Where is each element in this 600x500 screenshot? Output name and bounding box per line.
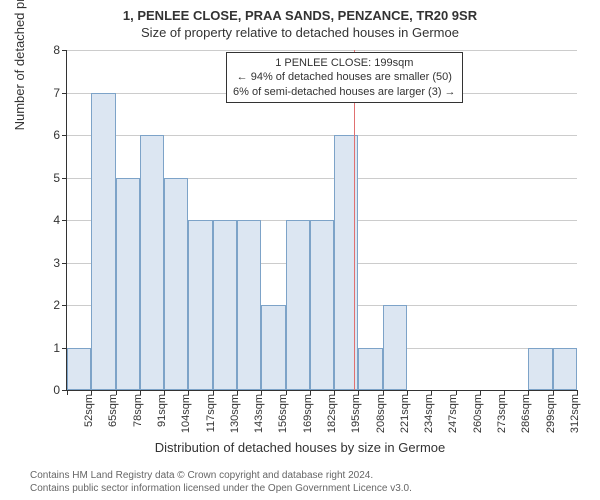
xtick-label: 117sqm <box>205 394 217 434</box>
xtick-mark <box>67 390 68 395</box>
ytick-label: 4 <box>40 213 60 227</box>
xtick-label: 195sqm <box>350 394 362 434</box>
xtick-label: 260sqm <box>472 394 484 434</box>
ytick-mark <box>62 50 67 51</box>
histogram-bar <box>213 220 237 390</box>
xtick-label: 286sqm <box>520 394 532 434</box>
histogram-bar <box>164 178 188 391</box>
ytick-label: 0 <box>40 383 60 397</box>
chart-container: 1, PENLEE CLOSE, PRAA SANDS, PENZANCE, T… <box>0 0 600 500</box>
ytick-mark <box>62 93 67 94</box>
ytick-label: 7 <box>40 86 60 100</box>
histogram-bar <box>91 93 115 391</box>
xtick-label: 221sqm <box>399 394 411 434</box>
ytick-mark <box>62 135 67 136</box>
xtick-label: 91sqm <box>156 394 168 434</box>
histogram-bar <box>310 220 334 390</box>
xtick-label: 78sqm <box>132 394 144 434</box>
annotation-box: 1 PENLEE CLOSE: 199sqm← 94% of detached … <box>226 52 463 103</box>
annotation-line: ← 94% of detached houses are smaller (50… <box>233 70 456 84</box>
footer-line-2: Contains public sector information licen… <box>30 483 412 494</box>
xtick-label: 182sqm <box>326 394 338 434</box>
chart-title-sub: Size of property relative to detached ho… <box>0 25 600 40</box>
xtick-label: 299sqm <box>545 394 557 434</box>
histogram-bar <box>528 348 552 391</box>
histogram-bar <box>286 220 310 390</box>
xtick-label: 143sqm <box>253 394 265 434</box>
ytick-mark <box>62 178 67 179</box>
histogram-bar <box>237 220 261 390</box>
histogram-bar <box>358 348 382 391</box>
xtick-label: 52sqm <box>83 394 95 434</box>
histogram-bar <box>116 178 140 391</box>
xtick-label: 273sqm <box>496 394 508 434</box>
xtick-label: 65sqm <box>107 394 119 434</box>
ytick-mark <box>62 305 67 306</box>
y-axis-label: Number of detached properties <box>12 0 27 130</box>
annotation-line: 6% of semi-detached houses are larger (3… <box>233 85 456 99</box>
xtick-label: 169sqm <box>302 394 314 434</box>
xtick-label: 130sqm <box>229 394 241 434</box>
ytick-label: 1 <box>40 341 60 355</box>
histogram-bar <box>334 135 358 390</box>
histogram-bar <box>383 305 407 390</box>
x-axis-label: Distribution of detached houses by size … <box>0 440 600 455</box>
histogram-bar <box>67 348 91 391</box>
histogram-bar <box>140 135 164 390</box>
xtick-label: 104sqm <box>180 394 192 434</box>
ytick-label: 8 <box>40 43 60 57</box>
xtick-label: 312sqm <box>569 394 581 434</box>
chart-title-main: 1, PENLEE CLOSE, PRAA SANDS, PENZANCE, T… <box>0 8 600 23</box>
ytick-mark <box>62 263 67 264</box>
xtick-label: 234sqm <box>423 394 435 434</box>
gridline <box>67 50 577 51</box>
histogram-bar <box>261 305 285 390</box>
xtick-label: 247sqm <box>447 394 459 434</box>
histogram-bar <box>188 220 212 390</box>
annotation-line: 1 PENLEE CLOSE: 199sqm <box>233 56 456 70</box>
histogram-bar <box>553 348 577 391</box>
ytick-label: 5 <box>40 171 60 185</box>
ytick-mark <box>62 220 67 221</box>
ytick-label: 6 <box>40 128 60 142</box>
footer-line-1: Contains HM Land Registry data © Crown c… <box>30 470 373 481</box>
ytick-label: 2 <box>40 298 60 312</box>
xtick-label: 156sqm <box>277 394 289 434</box>
xtick-label: 208sqm <box>375 394 387 434</box>
ytick-label: 3 <box>40 256 60 270</box>
